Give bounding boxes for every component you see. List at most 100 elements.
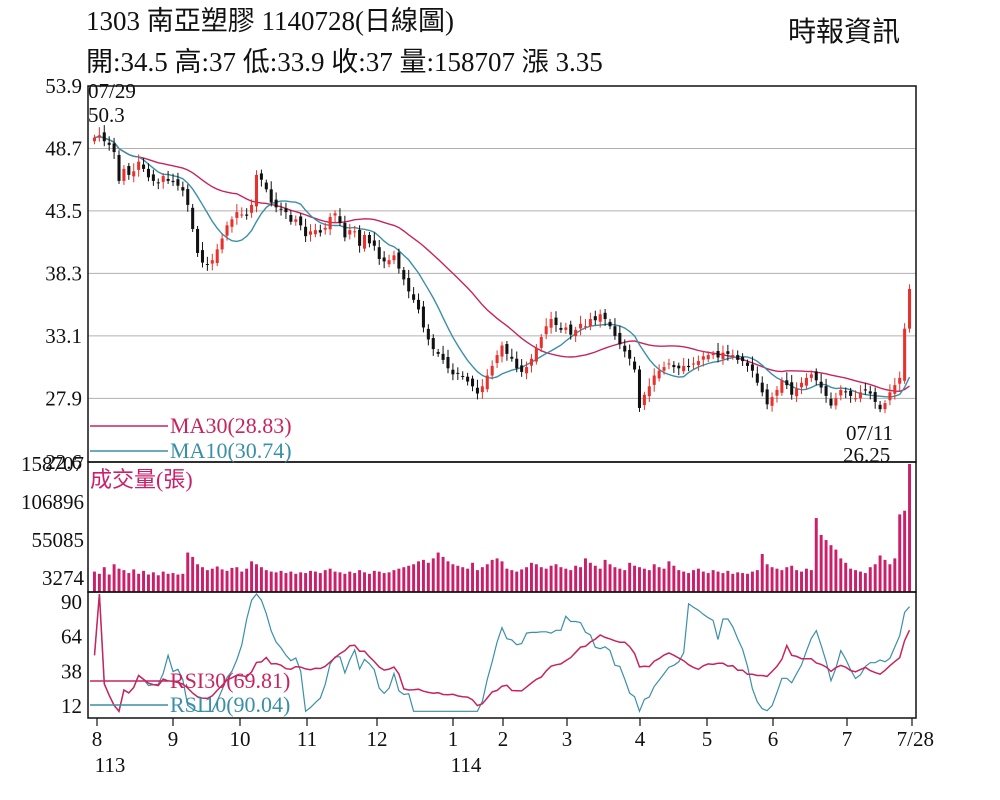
- volume-bar: [863, 573, 867, 592]
- candle-body: [235, 212, 239, 218]
- volume-bar: [613, 567, 617, 592]
- candle-body: [795, 388, 799, 397]
- volume-bar: [549, 565, 553, 592]
- candle-body: [696, 361, 700, 365]
- candle-body: [166, 178, 170, 181]
- candle-body: [863, 389, 867, 391]
- candle-body: [736, 355, 740, 360]
- volume-bar: [127, 573, 131, 592]
- candle-body: [421, 306, 425, 328]
- candlesticks: [92, 125, 912, 414]
- candle-body: [883, 403, 887, 410]
- candle-body: [245, 214, 249, 216]
- high-annotation-value: 50.3: [88, 103, 125, 127]
- volume-bar: [343, 573, 347, 592]
- candle-body: [628, 350, 632, 359]
- volume-bar: [289, 571, 293, 592]
- volume-bar: [682, 571, 686, 592]
- candle-body: [716, 351, 720, 358]
- candle-body: [534, 347, 538, 362]
- volume-bar: [878, 555, 882, 592]
- volume-bar: [903, 510, 907, 592]
- rsi10-path: [93, 593, 910, 714]
- volume-bar: [137, 573, 141, 592]
- candle-body: [117, 154, 121, 181]
- volume-bar: [358, 570, 362, 592]
- volume-bar: [495, 558, 499, 592]
- rsi30-legend: RSI30(69.81): [170, 668, 290, 693]
- candle-body: [372, 240, 376, 246]
- candle-body: [294, 219, 298, 222]
- volume-tick-label: 106896: [21, 490, 84, 514]
- volume-bar: [456, 565, 460, 592]
- candle-body: [92, 137, 96, 142]
- candle-body: [274, 199, 278, 208]
- volume-bar: [421, 559, 425, 592]
- candle-body: [328, 216, 332, 230]
- volume-bar: [868, 567, 872, 592]
- volume-bar: [834, 549, 838, 592]
- candle-body: [657, 370, 661, 379]
- candle-body: [362, 234, 367, 249]
- candle-body: [382, 257, 386, 262]
- candle-body: [225, 225, 229, 236]
- volume-bar: [235, 567, 239, 592]
- volume-bar: [250, 561, 254, 592]
- time-year-label: 113: [95, 753, 126, 777]
- volume-bar: [647, 570, 651, 592]
- volume-bar: [642, 568, 646, 592]
- volume-bar: [441, 556, 445, 592]
- candle-body: [682, 365, 686, 372]
- volume-bar: [638, 567, 641, 592]
- volume-bar: [765, 564, 769, 592]
- candle-body: [407, 277, 411, 292]
- volume-bar: [672, 565, 676, 592]
- time-year-label: 114: [451, 753, 482, 777]
- candle-body: [652, 375, 656, 385]
- candle-body: [289, 215, 293, 222]
- volume-bar: [760, 553, 764, 592]
- time-tick-label: 10: [230, 727, 251, 751]
- volume-bar: [274, 572, 278, 592]
- volume-bar: [824, 540, 828, 592]
- low-annotation-date: 07/11: [846, 421, 893, 445]
- candle-body: [230, 219, 234, 227]
- candle-body: [745, 362, 750, 366]
- ma10-line: [94, 135, 911, 398]
- candle-body: [839, 389, 843, 396]
- volume-bar: [397, 568, 401, 592]
- volume-bar: [574, 565, 578, 592]
- volume-bar: [490, 559, 494, 592]
- time-tick-label: 3: [562, 727, 573, 751]
- volume-bar: [313, 571, 317, 592]
- panel-frame: [87, 591, 917, 719]
- candle-body: [451, 369, 455, 375]
- volume-bar: [485, 564, 489, 592]
- time-tick-label: 7: [842, 727, 853, 751]
- candle-body: [799, 382, 804, 388]
- candle-body: [667, 363, 671, 365]
- volume-bar: [191, 556, 195, 592]
- volume-tick-label: 55085: [32, 528, 85, 552]
- volume-bar: [716, 571, 720, 592]
- volume-bar: [186, 552, 190, 592]
- candle-body: [554, 317, 558, 326]
- time-tick-label: 1: [448, 727, 459, 751]
- candle-body: [367, 234, 371, 244]
- candle-body: [529, 358, 533, 366]
- volume-bar: [117, 568, 121, 592]
- candle-body: [323, 227, 327, 230]
- volume-bar: [677, 570, 681, 592]
- candle-body: [417, 299, 421, 310]
- volume-bar: [372, 570, 376, 592]
- candle-body: [397, 252, 401, 269]
- candle-body: [750, 364, 754, 371]
- volume-bar: [264, 570, 268, 592]
- volume-bar: [392, 570, 396, 592]
- candle-body: [903, 328, 907, 381]
- price-tick-label: 22.6: [45, 450, 82, 474]
- time-tick-label: 12: [367, 727, 388, 751]
- candle-body: [809, 374, 813, 378]
- candle-body: [539, 337, 543, 348]
- candle-body: [107, 142, 111, 145]
